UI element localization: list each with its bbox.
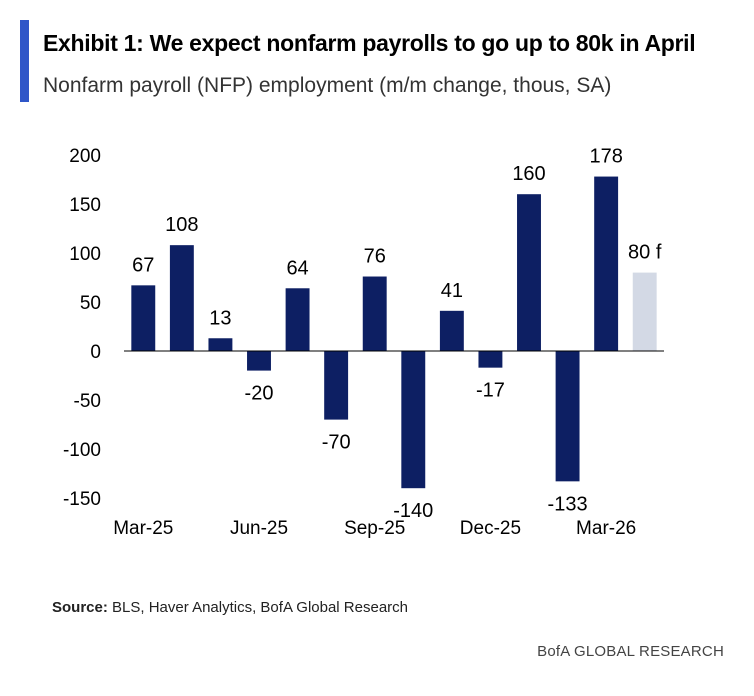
y-axis: 200 150 100 50 0 -50 -100 -150 [63,146,101,510]
data-label: 108 [165,214,198,236]
source-label: Source: [52,599,108,616]
x-tick-label: Mar-26 [576,518,636,539]
data-label: -140 [393,500,433,522]
bar [517,194,541,351]
data-label: -17 [476,380,505,402]
y-tick-label: -50 [74,391,101,412]
y-tick-label: 0 [90,342,101,363]
bar [324,351,349,420]
bar-series [131,176,657,489]
data-label: 13 [209,307,231,329]
y-tick-label: -100 [63,440,101,461]
y-tick-label: -150 [63,489,101,510]
title-accent-bar [20,20,29,102]
bar [131,285,156,351]
bar [555,351,580,482]
data-label: -20 [245,383,274,405]
x-tick-label: Jun-25 [230,518,288,539]
bar [247,351,271,371]
data-label: 178 [589,146,622,168]
y-tick-label: 100 [69,244,101,265]
bar [478,351,503,368]
y-tick-label: 50 [80,293,101,314]
forecast-bar [632,272,657,351]
data-label: 76 [364,246,386,268]
bar [362,276,387,351]
y-tick-label: 150 [69,195,101,216]
data-label: 80 f [628,242,662,264]
chart-title: Exhibit 1: We expect nonfarm payrolls to… [43,30,696,56]
chart-subtitle: Nonfarm payroll (NFP) employment (m/m ch… [43,74,612,97]
x-axis: Mar-25 Jun-25 Sep-25 Dec-25 Mar-26 [113,518,636,539]
data-label: 160 [512,163,545,185]
data-label: 67 [132,254,154,276]
source-text: BLS, Haver Analytics, BofA Global Resear… [107,599,409,616]
y-tick-label: 200 [69,146,101,167]
bar [594,176,619,351]
bar [285,288,310,351]
x-tick-label: Sep-25 [344,518,405,539]
bar [208,338,233,351]
bar [439,310,464,351]
data-labels: 67 108 13 -20 64 -70 76 -140 41 -17 160 -133 178 80 f [132,146,662,523]
x-tick-label: Mar-25 [113,518,173,539]
source-note: Source: BLS, Haver Analytics, BofA Globa… [52,599,408,616]
bar [169,245,194,351]
data-label: -133 [548,493,588,515]
brand-footer: BofA GLOBAL RESEARCH [537,643,724,660]
data-label: 64 [286,257,308,279]
data-label: -70 [322,432,351,454]
data-label: 41 [441,280,463,302]
x-tick-label: Dec-25 [460,518,521,539]
bar [401,351,426,489]
